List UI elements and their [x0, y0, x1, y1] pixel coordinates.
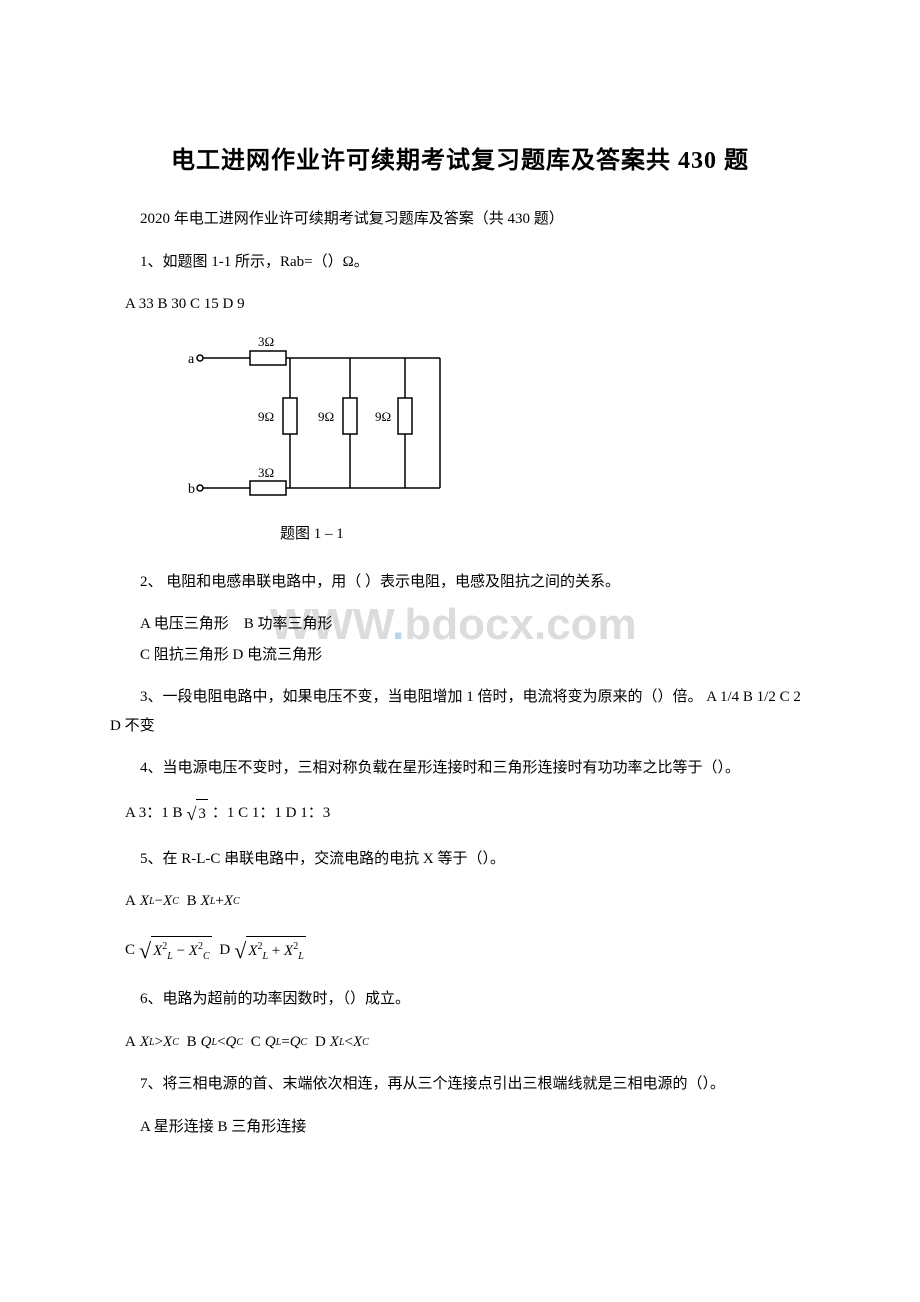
r-9-3-label: 9Ω [375, 409, 391, 424]
question-5-options-line1: A XL − XC B XL + XC [110, 887, 810, 916]
question-7-text: 7、将三相电源的首、末端依次相连，再从三个连接点引出三根端线就是三相电源的（）。 [110, 1070, 810, 1099]
question-7-options: A 星形连接 B 三角形连接 [110, 1113, 810, 1142]
question-2-text: 2、 电阻和电感串联电路中，用（ ）表示电阻，电感及阻抗之间的关系。 [110, 568, 810, 597]
r-9-1-label: 9Ω [258, 409, 274, 424]
question-4-text: 4、当电源电压不变时，三相对称负载在星形连接时和三角形连接时有功功率之比等于（）… [110, 754, 810, 783]
circuit-diagram: a 3Ω 9Ω 9Ω 9Ω 3Ω b 题图 [180, 333, 810, 558]
page-title: 电工进网作业许可续期考试复习题库及答案共 430 题 [110, 140, 810, 175]
question-2-options-line1: A 电压三角形 B 功率三角形 [110, 610, 810, 639]
circuit-caption: 题图 1 – 1 [280, 525, 344, 542]
question-2-options-line2: C 阻抗三角形 D 电流三角形 [110, 641, 810, 670]
circuit-svg: a 3Ω 9Ω 9Ω 9Ω 3Ω b 题图 [180, 333, 460, 553]
question-1-options: A 33 B 30 C 15 D 9 [110, 290, 810, 319]
question-2-options-block: WWW.bdocx.com A 电压三角形 B 功率三角形 C 阻抗三角形 D … [110, 610, 810, 669]
r-bottom-label: 3Ω [258, 465, 274, 480]
r-9-2-label: 9Ω [318, 409, 334, 424]
question-3-text: 3、一段电阻电路中，如果电压不变，当电阻增加 1 倍时，电流将变为原来的（）倍。… [110, 683, 810, 740]
terminal-a-label: a [188, 352, 195, 367]
question-6-text: 6、电路为超前的功率因数时，（）成立。 [110, 985, 810, 1014]
question-5-text: 5、在 R-L-C 串联电路中，交流电路的电抗 X 等于（）。 [110, 845, 810, 874]
intro-text: 2020 年电工进网作业许可续期考试复习题库及答案（共 430 题） [110, 205, 810, 234]
question-4-options: A 3：1 B √3 ：1 C 1：1 D 1：3 [110, 797, 810, 831]
question-5-options-line2: C √ X2L − X2C D √ X2L + X2L [110, 930, 810, 972]
r-top-label: 3Ω [258, 334, 274, 349]
question-1-text: 1、如题图 1-1 所示，Rab=（）Ω。 [110, 248, 810, 277]
question-6-options: A XL > XC B QL < QC C QL = QC D XL < XC [110, 1028, 810, 1057]
terminal-b-label: b [188, 482, 195, 497]
